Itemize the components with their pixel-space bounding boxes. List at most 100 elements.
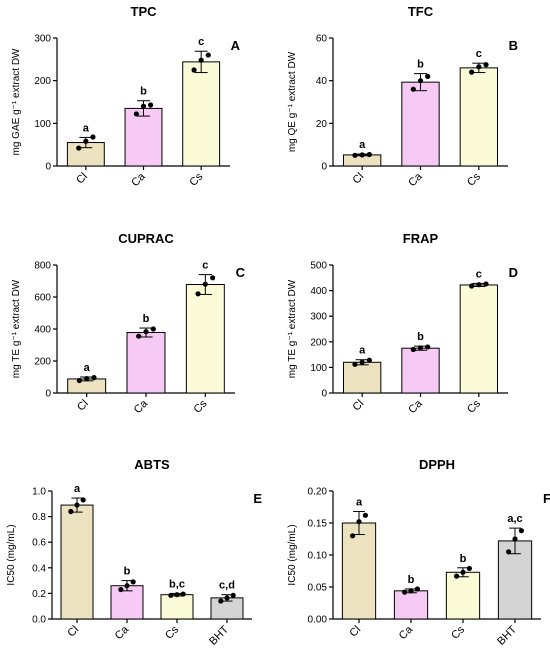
y-tick-label: 1.0 — [32, 487, 46, 498]
data-point — [518, 528, 525, 534]
bar-cl — [343, 361, 382, 394]
y-axis-label: IC50 (mg/mL) — [287, 524, 298, 585]
chart-panel-e: ABTS E 0.0 0.2 0.4 0.6 0.8 1.0 IC50 (mg/mL) a Cl b C… — [6, 457, 262, 648]
chart-panel-c: CUPRAC C 0 200 400 600 800 mg TE g⁻¹ extract DW… — [11, 231, 246, 416]
y-tick-label: 0.0 — [32, 615, 46, 626]
y-tick-label: 0.10 — [308, 551, 328, 562]
significance-label: b — [124, 566, 131, 578]
data-point — [83, 138, 89, 144]
data-point — [84, 376, 90, 382]
data-point — [453, 573, 460, 579]
significance-label: b — [408, 574, 415, 586]
data-point — [356, 519, 362, 525]
significance-label: b — [140, 86, 147, 98]
data-point — [408, 588, 414, 594]
data-point — [466, 565, 473, 572]
chart-title: TPC — [131, 4, 158, 19]
significance-label: a — [83, 122, 90, 134]
significance-label: b,c — [169, 578, 185, 590]
y-axis-label: mg TE g⁻¹ extract DW — [11, 279, 22, 378]
x-tick-label: Cs — [192, 397, 210, 415]
significance-label: c — [198, 36, 204, 48]
bar-cs — [445, 571, 481, 620]
data-point — [90, 134, 96, 140]
y-axis-label: mg TE g⁻¹ extract DW — [287, 279, 298, 378]
data-point — [366, 357, 372, 363]
y-tick-label: 20 — [316, 119, 328, 130]
y-tick-label: 500 — [310, 261, 327, 272]
data-point — [483, 62, 489, 68]
data-point — [425, 73, 431, 79]
data-point — [130, 579, 136, 585]
y-tick-label: 200 — [34, 76, 51, 87]
data-point — [68, 508, 74, 515]
data-point — [476, 282, 482, 288]
bar-cl — [341, 522, 377, 620]
data-point — [469, 69, 475, 75]
y-tick-label: 0.6 — [32, 538, 46, 549]
x-tick-label: Cs — [187, 170, 205, 188]
data-point — [118, 586, 124, 593]
data-point — [202, 281, 208, 287]
data-point — [91, 375, 97, 381]
data-point — [359, 359, 365, 365]
x-tick-label: BHT — [207, 623, 231, 647]
chart-title: DPPH — [419, 457, 455, 472]
bar-cl — [60, 504, 94, 620]
y-tick-label: 0.2 — [32, 589, 46, 600]
significance-label: b — [417, 331, 424, 343]
data-point — [460, 569, 466, 575]
x-tick-label: Ca — [113, 623, 132, 642]
y-tick-label: 40 — [316, 76, 328, 87]
significance-label: b — [143, 313, 150, 325]
significance-label: c,d — [219, 580, 235, 592]
x-tick-label: BHT — [495, 623, 519, 647]
y-tick-label: 400 — [310, 286, 327, 297]
data-point — [150, 326, 156, 332]
panel-letter: C — [236, 265, 246, 280]
data-point — [410, 346, 416, 353]
y-tick-label: 200 — [310, 337, 327, 348]
chart-title: ABTS — [134, 457, 170, 472]
data-point — [512, 536, 518, 542]
bar-cs — [185, 284, 225, 394]
x-tick-label: Ca — [132, 397, 151, 416]
data-point — [80, 497, 86, 503]
y-tick-label: 100 — [310, 363, 327, 374]
data-point — [230, 592, 236, 598]
panel-letter: E — [253, 491, 262, 506]
chart-panel-d: FRAP D 0 100 200 300 400 500 mg TE g⁻¹ extract D… — [287, 231, 518, 416]
significance-label: c — [476, 268, 482, 280]
data-point — [76, 145, 82, 151]
x-tick-label: Cs — [449, 623, 467, 641]
data-point — [143, 329, 149, 335]
data-point — [191, 67, 197, 73]
bar-ca — [126, 332, 166, 394]
data-point — [148, 102, 154, 108]
data-point — [205, 52, 211, 58]
chart-title: TFC — [408, 4, 434, 19]
y-axis-label: mg QE g⁻¹ extract DW — [287, 51, 298, 152]
data-point — [195, 291, 201, 297]
y-tick-label: 600 — [34, 293, 51, 304]
y-tick-label: 0.00 — [308, 615, 328, 626]
significance-label: a — [359, 345, 366, 357]
x-tick-label: Cl — [65, 624, 81, 640]
bar-cs — [160, 594, 194, 620]
data-point — [140, 103, 147, 109]
significance-label: a — [359, 139, 366, 151]
data-point — [174, 592, 180, 598]
bar-ca — [401, 81, 440, 167]
y-tick-label: 300 — [310, 312, 327, 323]
chart-panel-a: TPC A 0 100 200 300 mg GAE g⁻¹ extract DW a Cl b C… — [11, 4, 241, 189]
data-point — [218, 598, 224, 604]
data-point — [352, 152, 358, 158]
y-tick-label: 0.4 — [32, 563, 46, 574]
x-tick-label: Cl — [75, 398, 91, 414]
x-tick-label: Ca — [406, 397, 425, 416]
bar-cs — [459, 67, 498, 167]
x-tick-label: Cl — [351, 398, 367, 414]
panel-letter: D — [509, 265, 518, 280]
data-point — [417, 345, 424, 351]
